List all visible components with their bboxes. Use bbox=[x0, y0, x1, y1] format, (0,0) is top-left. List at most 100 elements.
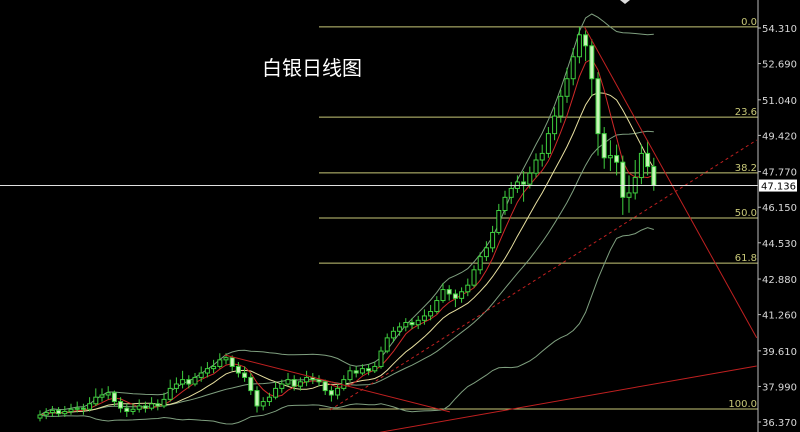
candle-body bbox=[223, 357, 229, 361]
candle-body bbox=[198, 372, 204, 378]
candle-up bbox=[533, 153, 539, 178]
candle-down bbox=[353, 366, 359, 378]
candle-up bbox=[570, 47, 576, 86]
candle-down bbox=[409, 318, 415, 330]
fib-level-label: 38.2 bbox=[735, 163, 757, 174]
trendline bbox=[329, 139, 757, 411]
candle-down bbox=[80, 403, 86, 415]
candle-body bbox=[124, 407, 130, 412]
candle-body bbox=[502, 196, 508, 212]
candle-body bbox=[56, 409, 62, 415]
candle-up bbox=[87, 397, 93, 412]
bollinger-lower-line bbox=[39, 227, 654, 425]
candle-down bbox=[242, 366, 248, 382]
candle-up bbox=[527, 166, 533, 189]
candle-body bbox=[421, 315, 427, 321]
candle-up bbox=[285, 373, 291, 387]
candle-up bbox=[130, 403, 136, 415]
candle-up bbox=[558, 89, 564, 123]
candle-body bbox=[74, 407, 80, 410]
candle-up bbox=[173, 377, 179, 393]
candle-down bbox=[452, 289, 458, 308]
candle-body bbox=[149, 403, 155, 409]
candle-up bbox=[273, 381, 279, 400]
candle-body bbox=[291, 379, 297, 387]
bollinger-middle-line bbox=[39, 130, 654, 416]
candle-up bbox=[198, 366, 204, 382]
candle-body bbox=[266, 396, 272, 403]
candle-down bbox=[446, 285, 452, 301]
candle-down bbox=[614, 144, 620, 176]
price-axis-label: 54.310 bbox=[762, 24, 797, 35]
candle-body bbox=[235, 365, 241, 374]
candle-up bbox=[161, 392, 167, 409]
candle-body bbox=[229, 357, 235, 367]
candle-body bbox=[397, 326, 403, 332]
price-axis-label: 37.990 bbox=[762, 382, 797, 393]
candle-body bbox=[539, 152, 545, 161]
candle-down bbox=[322, 379, 328, 395]
candle-down bbox=[291, 375, 297, 391]
price-axis-label: 52.690 bbox=[762, 60, 797, 71]
candle-up bbox=[105, 386, 111, 400]
candle-body bbox=[607, 155, 613, 159]
candle-up bbox=[180, 370, 186, 389]
candle-down bbox=[310, 373, 316, 385]
candle-down bbox=[142, 401, 148, 413]
candle-up bbox=[403, 318, 409, 332]
candle-body bbox=[87, 403, 93, 410]
candle-body bbox=[248, 376, 254, 392]
candle-down bbox=[56, 407, 62, 417]
price-axis-label: 49.420 bbox=[762, 131, 797, 142]
candle-up bbox=[49, 405, 55, 417]
candle-down bbox=[248, 373, 254, 395]
price-axis-background bbox=[758, 0, 800, 432]
candle-body bbox=[173, 383, 179, 389]
fib-level-label: 100.0 bbox=[728, 399, 757, 410]
price-axis-label: 42.880 bbox=[762, 275, 797, 286]
candle-body bbox=[297, 381, 303, 387]
candle-body bbox=[99, 394, 105, 398]
scroll-marker-icon bbox=[620, 0, 630, 4]
candle-up bbox=[397, 322, 403, 336]
candle-down bbox=[601, 127, 607, 169]
ma10-line bbox=[39, 92, 655, 416]
candle-up bbox=[428, 304, 434, 321]
candle-body bbox=[651, 166, 657, 186]
candle-up bbox=[496, 203, 502, 235]
candle-body bbox=[508, 188, 514, 198]
candle-up bbox=[626, 175, 632, 213]
candle-body bbox=[254, 390, 260, 407]
fib-level-label: 23.6 bbox=[735, 107, 757, 118]
candle-body bbox=[260, 401, 266, 407]
candle-body bbox=[409, 322, 415, 326]
candle-body bbox=[316, 379, 322, 383]
candle-up bbox=[335, 384, 341, 400]
candle-body bbox=[285, 379, 291, 385]
candle-down bbox=[583, 30, 589, 62]
trendline bbox=[583, 26, 758, 339]
candle-up bbox=[93, 388, 99, 406]
candle-body bbox=[304, 376, 310, 383]
current-price-label: 47.136 bbox=[761, 182, 796, 193]
candle-body bbox=[446, 289, 452, 295]
price-axis-label: 46.150 bbox=[762, 203, 797, 214]
candle-up bbox=[68, 403, 74, 415]
candle-down bbox=[124, 403, 130, 417]
candle-up bbox=[43, 408, 49, 420]
candle-up bbox=[576, 26, 582, 64]
current-price-box bbox=[759, 179, 797, 192]
candle-body bbox=[496, 210, 502, 233]
candle-up bbox=[136, 399, 142, 413]
candle-body bbox=[483, 247, 489, 258]
candle-down bbox=[155, 399, 161, 411]
fib-level-label: 50.0 bbox=[735, 208, 757, 219]
candle-down bbox=[316, 375, 322, 387]
candle-body bbox=[341, 379, 347, 389]
candle-body bbox=[558, 95, 564, 117]
candle-body bbox=[471, 269, 477, 286]
candle-body bbox=[533, 159, 539, 174]
price-axis-label: 39.610 bbox=[762, 347, 797, 358]
